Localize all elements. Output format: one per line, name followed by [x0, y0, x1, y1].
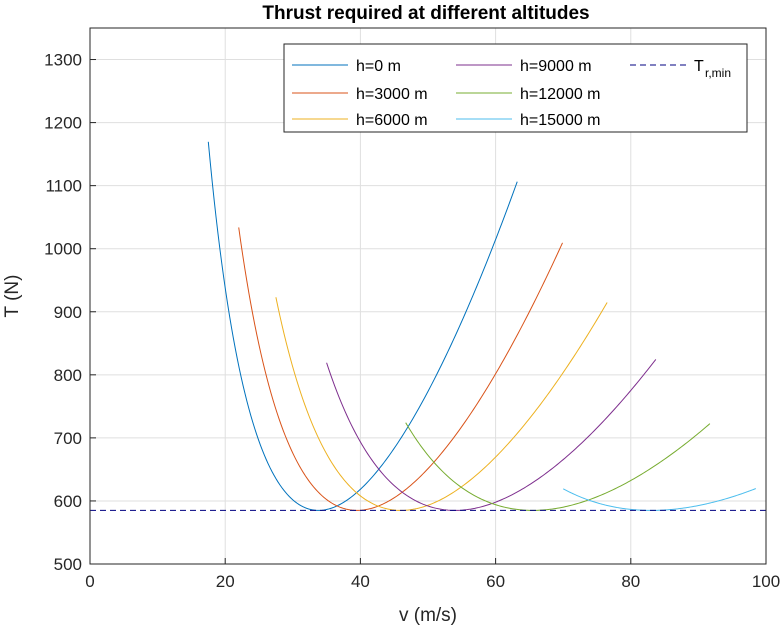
legend-label-5: h=15000 m	[520, 112, 601, 129]
legend: h=0 m h=3000 m h=6000 m h=9000 m h=12000 m h=…	[283, 43, 748, 133]
y-tick-label: 900	[54, 303, 82, 322]
chart-title: Thrust required at different altitudes	[262, 3, 589, 24]
series-line-3	[326, 359, 657, 511]
series-line-2	[275, 297, 608, 511]
x-tick-label: 60	[486, 572, 505, 591]
legend-label-0: h=0 m	[356, 58, 401, 75]
legend-label-2: h=6000 m	[356, 112, 428, 129]
plot-frame	[89, 27, 767, 565]
x-ticks: 0 20 40 60 80 100	[85, 558, 780, 591]
x-tick-label: 0	[85, 572, 94, 591]
y-tick-label: 700	[54, 429, 82, 448]
x-axis-label: v (m/s)	[399, 605, 457, 626]
y-ticks: 500 600 700 800 900 1000 1100 1200 1300	[44, 51, 96, 574]
y-tick-label: 1000	[44, 240, 82, 259]
legend-label-3: h=9000 m	[520, 58, 592, 75]
x-tick-label: 40	[351, 572, 370, 591]
y-tick-label: 1100	[45, 177, 82, 196]
series-line-4	[405, 422, 711, 511]
x-tick-label: 80	[621, 572, 640, 591]
legend-label-4: h=12000 m	[520, 86, 601, 103]
y-tick-label: 600	[54, 492, 82, 511]
y-tick-label: 1300	[44, 51, 82, 70]
legend-label-1: h=3000 m	[356, 86, 428, 103]
x-tick-label: 20	[216, 572, 235, 591]
legend-label-reference: T	[694, 58, 704, 75]
series-line-5	[562, 488, 757, 511]
y-axis-label: T (N)	[2, 275, 23, 318]
curves	[207, 141, 757, 511]
legend-label-reference-sub: r,min	[705, 66, 731, 80]
series-line-0	[207, 141, 518, 511]
legend-box	[283, 43, 748, 133]
y-tick-label: 800	[54, 366, 82, 385]
y-tick-label: 1200	[44, 114, 82, 133]
x-tick-label: 100	[752, 572, 780, 591]
y-tick-label: 500	[54, 555, 82, 574]
series-line-1	[238, 227, 563, 511]
